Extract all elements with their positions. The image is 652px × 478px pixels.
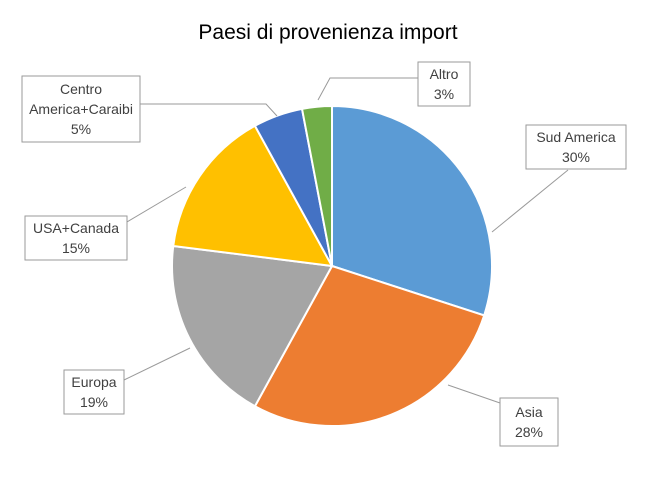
pie-slice-sud-america bbox=[331, 104, 493, 317]
data-label-box bbox=[417, 61, 471, 107]
data-labels: Sud America 30% Asia 28% Europa 19% USA+Canada… bbox=[21, 61, 627, 447]
leader-line bbox=[317, 77, 418, 101]
data-label-value: 3% bbox=[434, 86, 454, 102]
data-label-category: America+Caraibi bbox=[29, 101, 133, 117]
pie-slice-europa bbox=[171, 244, 334, 408]
pie-slice-usa-canada bbox=[172, 124, 334, 268]
data-label-box bbox=[63, 369, 125, 415]
data-label-category: USA+Canada bbox=[33, 220, 119, 236]
data-label-value: 28% bbox=[515, 424, 543, 440]
data-label: Centro America+Caraibi 5% bbox=[21, 75, 141, 143]
chart-title: Paesi di provenienza import bbox=[198, 21, 457, 44]
data-label-category: Centro bbox=[60, 81, 102, 97]
data-label-category: Asia bbox=[515, 404, 542, 420]
data-label-box bbox=[525, 124, 627, 170]
data-label-category: Altro bbox=[430, 66, 459, 82]
pie-slice-altro bbox=[300, 104, 333, 267]
data-label: Asia 28% bbox=[499, 397, 559, 447]
data-label: Sud America 30% bbox=[525, 124, 627, 170]
data-label-value: 5% bbox=[71, 121, 91, 137]
data-label: USA+Canada 15% bbox=[24, 215, 128, 261]
leader-line bbox=[126, 186, 187, 223]
leader-line bbox=[447, 384, 501, 404]
pie-slices bbox=[171, 104, 493, 427]
data-label-box bbox=[21, 75, 141, 143]
data-label-value: 19% bbox=[80, 394, 108, 410]
leader-lines bbox=[123, 77, 569, 404]
leader-line bbox=[123, 347, 191, 381]
data-label-value: 30% bbox=[562, 149, 590, 165]
data-label-box bbox=[499, 397, 559, 447]
pie-slice-asia bbox=[253, 264, 486, 427]
leader-line bbox=[491, 169, 569, 233]
data-label: Altro 3% bbox=[417, 61, 471, 107]
data-label-category: Europa bbox=[71, 374, 116, 390]
data-label-category: Sud America bbox=[536, 129, 616, 145]
leader-line bbox=[140, 103, 278, 117]
data-label-box bbox=[24, 215, 128, 261]
data-label-value: 15% bbox=[62, 240, 90, 256]
data-label: Europa 19% bbox=[63, 369, 125, 415]
